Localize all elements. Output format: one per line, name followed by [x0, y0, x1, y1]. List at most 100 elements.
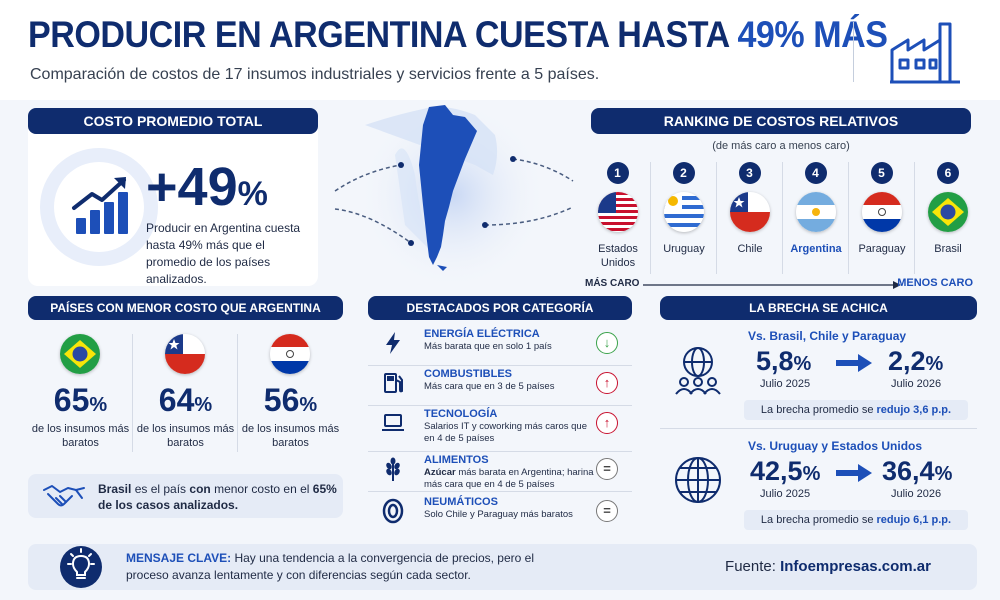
- pais-description: de los insumos más baratos: [136, 423, 235, 449]
- costo-promedio-value: +49%: [146, 157, 268, 217]
- costo-promedio-title: COSTO PROMEDIO TOTAL: [28, 108, 318, 134]
- brecha-to-value: 2,2%: [888, 346, 944, 376]
- brecha-title: LA BRECHA SE ACHICA: [660, 296, 977, 320]
- chart-up-icon-circle: [40, 148, 158, 266]
- source-link[interactable]: Infoempresas.com.ar: [780, 558, 931, 575]
- argentina-map: [334, 100, 574, 290]
- brecha-block: Vs. Uruguay y Estados Unidos 42,5% 36,4%…: [660, 434, 977, 536]
- rank-number: 2: [672, 162, 695, 184]
- lightning-icon: [386, 332, 400, 354]
- usa-flag: [598, 192, 638, 232]
- argentina-flag: [796, 192, 836, 232]
- brecha-subtitle: Vs. Brasil, Chile y Paraguay: [748, 329, 907, 343]
- source-label: Fuente: Infoempresas.com.ar: [725, 558, 931, 575]
- pais-item: 56% de los insumos más baratos: [238, 334, 343, 452]
- ranking-item: 6 Brasil: [915, 162, 981, 274]
- brecha-from-date: Julio 2025: [760, 378, 811, 390]
- costo-promedio-card: COSTO PROMEDIO TOTAL +49% Producir en Ar…: [28, 108, 318, 286]
- brecha-from-value: 42,5%: [750, 456, 821, 486]
- brecha-note: La brecha promedio se redujo 6,1 p.p.: [744, 510, 968, 530]
- destacado-name: COMBUSTIBLES: [424, 368, 512, 380]
- brazil-flag: [928, 192, 968, 232]
- rank-number: 3: [738, 162, 761, 184]
- lightbulb-icon-circle: [60, 546, 102, 588]
- rank-country-name: Argentina: [790, 243, 842, 255]
- globe-icon: [675, 457, 721, 503]
- laptop-icon: [382, 414, 404, 431]
- paises-menor-costo-title: PAÍSES CON MENOR COSTO QUE ARGENTINA: [28, 296, 343, 320]
- page-subtitle: Comparación de costos de 17 insumos indu…: [30, 66, 600, 83]
- rank-number: 1: [606, 162, 629, 184]
- ranking-item: 4 Argentina: [783, 162, 849, 274]
- lightbulb-icon: [67, 548, 95, 579]
- paises-menor-costo-card: PAÍSES CON MENOR COSTO QUE ARGENTINA 65%…: [28, 296, 343, 536]
- brecha-note: La brecha promedio se redujo 3,6 p.p.: [744, 400, 968, 420]
- destacado-name: NEUMÁTICOS: [424, 496, 498, 508]
- paraguay-flag: [270, 334, 310, 374]
- chile-flag: [165, 334, 205, 374]
- ranking-subtitle: (de más caro a menos caro): [712, 140, 850, 152]
- pais-percentage: 56%: [263, 382, 318, 418]
- destacado-desc: Más barata que en solo 1 país: [424, 341, 552, 352]
- destacado-name: ALIMENTOS: [424, 454, 489, 466]
- scale-right-label: MENOS CARO: [897, 277, 973, 289]
- destacado-item: ALIMENTOS Azúcar más barata en Argentina…: [368, 452, 632, 492]
- pais-description: de los insumos más baratos: [241, 423, 340, 449]
- rank-number: 6: [937, 162, 959, 184]
- ranking-card: RANKING DE COSTOS RELATIVOS (de más caro…: [585, 108, 977, 293]
- uruguay-flag: [664, 192, 704, 232]
- pais-item: 64% de los insumos más baratos: [133, 334, 238, 452]
- chart-up-icon: [72, 177, 128, 234]
- ranking-item: 2 Uruguay: [651, 162, 717, 274]
- rank-number: 5: [870, 162, 893, 184]
- rank-number: 4: [804, 162, 827, 184]
- arrow-right-icon: [836, 354, 872, 372]
- trend-up-badge: ↑: [596, 372, 618, 394]
- rank-country-name: Estados Unidos: [598, 243, 638, 269]
- scale-arrow-icon: [643, 281, 901, 289]
- trend-down-badge: ↓: [596, 332, 618, 354]
- arrow-right-icon: [836, 464, 872, 482]
- fuel-pump-icon: [384, 373, 403, 393]
- destacado-desc: Más cara que en 3 de 5 países: [424, 381, 555, 392]
- rank-country-name: Brasil: [934, 243, 962, 255]
- pais-percentage: 64%: [158, 382, 213, 418]
- pais-percentage: 65%: [53, 382, 108, 418]
- brecha-to-date: Julio 2026: [891, 378, 942, 390]
- destacado-name: TECNOLOGÍA: [424, 408, 498, 420]
- destacado-item: TECNOLOGÍA Salarios IT y coworking más c…: [368, 406, 632, 452]
- pais-item: 65% de los insumos más baratos: [28, 334, 133, 452]
- brecha-from-date: Julio 2025: [760, 488, 811, 500]
- destacado-item: ENERGÍA ELÉCTRICA Más barata que en solo…: [368, 326, 632, 366]
- footer: MENSAJE CLAVE: Hay una tendencia a la co…: [28, 544, 977, 590]
- brecha-to-date: Julio 2026: [891, 488, 942, 500]
- ranking-item: 1 Estados Unidos: [585, 162, 651, 274]
- header: PRODUCIR EN ARGENTINA CUESTA HASTA 49% M…: [0, 0, 1000, 100]
- brazil-flag: [60, 334, 100, 374]
- people-globe-icon: [675, 347, 721, 395]
- rank-country-name: Paraguay: [858, 243, 906, 255]
- destacados-card: DESTACADOS POR CATEGORÍA ENERGÍA ELÉCTRI…: [368, 296, 632, 532]
- brecha-from-value: 5,8%: [756, 346, 812, 376]
- destacado-desc: Azúcar más barata en Argentina; harina m…: [424, 467, 594, 490]
- ranking-item: 5 Paraguay: [849, 162, 915, 274]
- brasil-note: Brasil es el país con menor costo en el …: [28, 474, 343, 518]
- wheat-icon: [386, 457, 400, 481]
- factory-icon: [890, 22, 960, 84]
- trend-equal-badge: =: [596, 458, 618, 480]
- brecha-to-value: 36,4%: [882, 456, 953, 486]
- rank-country-name: Chile: [737, 243, 763, 255]
- trend-up-badge: ↑: [596, 412, 618, 434]
- ranking-title: RANKING DE COSTOS RELATIVOS: [591, 108, 971, 134]
- destacado-item: NEUMÁTICOS Solo Chile y Paraguay más bar…: [368, 494, 632, 534]
- divider: [660, 428, 977, 429]
- brecha-card: LA BRECHA SE ACHICA Vs. Brasil, Chile y …: [660, 296, 977, 536]
- brecha-subtitle: Vs. Uruguay y Estados Unidos: [748, 439, 923, 453]
- brasil-note-text: Brasil es el país con menor costo en el …: [98, 482, 337, 512]
- handshake-icon: [43, 485, 85, 507]
- ranking-item: 3 Chile: [717, 162, 783, 274]
- header-divider: [853, 22, 854, 82]
- destacado-item: COMBUSTIBLES Más cara que en 3 de 5 país…: [368, 366, 632, 406]
- chile-flag: [730, 192, 770, 232]
- trend-equal-badge: =: [596, 500, 618, 522]
